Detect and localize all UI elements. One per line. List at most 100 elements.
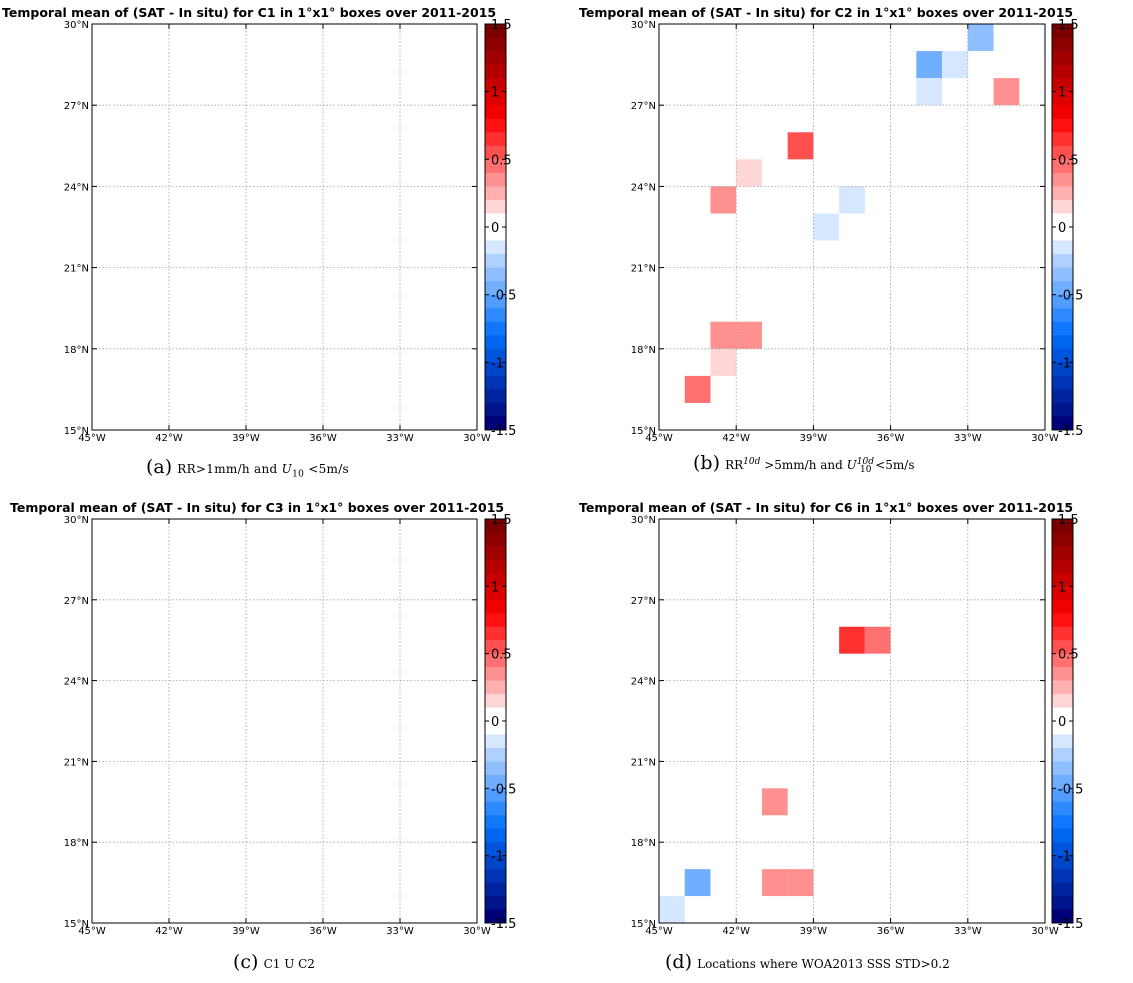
colorbar-segment: [485, 519, 506, 533]
colorbar-segment: [485, 186, 506, 201]
x-tick-label: 33°W: [954, 926, 982, 937]
colorbar-segment: [485, 545, 506, 560]
y-tick-label: 27°N: [64, 596, 89, 607]
x-tick-label: 42°W: [722, 433, 750, 444]
data-cell: [761, 788, 788, 816]
colorbar-segment: [1052, 801, 1073, 816]
data-cell: [787, 869, 814, 897]
colorbar-segment: [485, 721, 506, 735]
colorbar-segment: [1052, 199, 1073, 214]
colorbar-segment: [1052, 545, 1073, 560]
colorbar-segment: [1052, 640, 1073, 655]
colorbar-segment: [485, 572, 506, 587]
colorbar-segment: [485, 882, 506, 897]
panel-b: Temporal mean of (SAT - In situ) for C2 …: [579, 5, 1083, 444]
x-tick-label: 45°W: [645, 926, 673, 937]
colorbar-segment: [485, 909, 506, 924]
panel-c: Temporal mean of (SAT - In situ) for C3 …: [10, 500, 516, 937]
colorbar-segment: [1052, 721, 1073, 735]
colorbar-segment: [1052, 118, 1073, 133]
data-cell: [736, 159, 762, 187]
colorbar-segment: [485, 64, 506, 79]
x-tick-label: 30°W: [463, 433, 491, 444]
colorbar-segment: [485, 869, 506, 884]
colorbar-segment: [485, 159, 506, 174]
colorbar-segment: [485, 267, 506, 282]
colorbar-tick-label: -1.5: [491, 917, 516, 932]
colorbar-tick-label: -1: [491, 850, 504, 865]
y-tick-label: 27°N: [631, 596, 656, 607]
y-tick-label: 21°N: [631, 264, 656, 275]
colorbar-segment: [1052, 653, 1073, 668]
y-tick-label: 18°N: [64, 838, 89, 849]
x-tick-label: 30°W: [1031, 433, 1059, 444]
colorbar-tick-label: 0: [491, 715, 499, 730]
colorbar-segment: [485, 586, 506, 601]
colorbar-segment: [1052, 626, 1073, 641]
y-tick-label: 21°N: [64, 757, 89, 768]
colorbar-segment: [485, 78, 506, 93]
colorbar-segment: [1052, 267, 1073, 282]
colorbar-segment: [1052, 132, 1073, 147]
panel-d: Temporal mean of (SAT - In situ) for C6 …: [579, 500, 1083, 937]
colorbar-segment: [485, 199, 506, 214]
colorbar-segment: [485, 815, 506, 830]
x-tick-label: 39°W: [232, 926, 260, 937]
x-tick-label: 45°W: [645, 433, 673, 444]
colorbar-segment: [1052, 519, 1073, 533]
colorbar-segment: [1052, 51, 1073, 66]
colorbar-segment: [485, 37, 506, 52]
colorbar-tick-label: 1: [1058, 580, 1066, 595]
colorbar-tick-label: -1: [491, 356, 504, 371]
plot-frame: [658, 518, 1046, 924]
colorbar-segment: [1052, 707, 1073, 722]
colorbar-segment: [485, 281, 506, 296]
colorbar-segment: [485, 694, 506, 709]
y-tick-label: 30°N: [64, 20, 89, 31]
y-tick-label: 15°N: [631, 919, 656, 930]
x-tick-label: 33°W: [954, 433, 982, 444]
y-tick-label: 30°N: [64, 515, 89, 526]
colorbar: 1.5 1 0.5 0 -0.5 -1 -1.5: [484, 18, 516, 439]
colorbar-segment: [1052, 572, 1073, 587]
colorbar-segment: [1052, 335, 1073, 350]
x-tick-label: 45°W: [78, 433, 106, 444]
x-tick-label: 39°W: [232, 433, 260, 444]
colorbar-segment: [485, 734, 506, 749]
colorbar: 1.5 1 0.5 0 -0.5 -1 -1.5: [484, 513, 516, 932]
panel-title: Temporal mean of (SAT - In situ) for C3 …: [10, 500, 504, 515]
colorbar-segment: [1052, 348, 1073, 363]
x-tick-label: 36°W: [877, 926, 905, 937]
colorbar-segment: [485, 321, 506, 336]
x-tick-label: 36°W: [877, 433, 905, 444]
caption-d: (d) Locations where WOA2013 SSS STD>0.2: [665, 951, 950, 973]
colorbar-segment: [1052, 105, 1073, 120]
colorbar-segment: [485, 599, 506, 614]
colorbar-tick-label: 1.5: [1058, 18, 1079, 33]
y-tick-label: 21°N: [64, 264, 89, 275]
colorbar-tick-label: 0: [1058, 221, 1066, 236]
colorbar-segment: [485, 653, 506, 668]
colorbar-segment: [485, 240, 506, 255]
colorbar-segment: [1052, 909, 1073, 924]
y-tick-label: 15°N: [64, 426, 89, 437]
colorbar-segment: [485, 348, 506, 363]
colorbar-tick-label: 0.5: [491, 648, 512, 663]
colorbar-segment: [1052, 788, 1073, 803]
colorbar-segment: [1052, 240, 1073, 255]
colorbar-tick-label: 0: [491, 221, 499, 236]
colorbar-segment: [485, 105, 506, 120]
colorbar-segment: [1052, 680, 1073, 695]
y-tick-label: 27°N: [64, 101, 89, 112]
colorbar-segment: [485, 402, 506, 417]
panel-title: Temporal mean of (SAT - In situ) for C6 …: [579, 500, 1073, 515]
colorbar-segment: [485, 389, 506, 404]
colorbar-segment: [485, 667, 506, 682]
colorbar-segment: [1052, 694, 1073, 709]
colorbar-segment: [1052, 37, 1073, 52]
y-tick-label: 24°N: [631, 677, 656, 688]
colorbar-segment: [1052, 815, 1073, 830]
colorbar-tick-label: 0.5: [1058, 153, 1079, 168]
plot-frame: [91, 23, 478, 431]
colorbar-segment: [1052, 734, 1073, 749]
